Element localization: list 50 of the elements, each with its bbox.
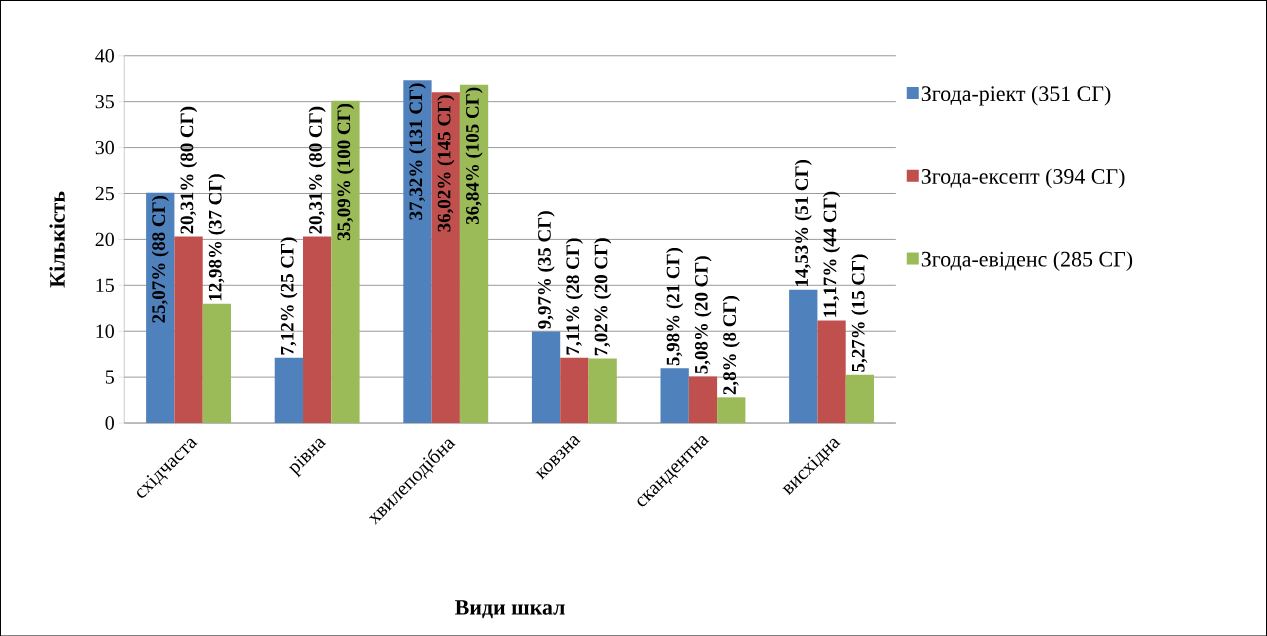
legend-label: Згода-ріект (351 СГ) [921, 85, 1111, 106]
data-label: 20,31% (80 СГ) [179, 106, 198, 234]
bar [845, 374, 874, 423]
data-label: 35,09% (100 СГ) [336, 103, 355, 240]
data-label: 37,32% (131 СГ) [408, 83, 427, 220]
data-label: 36,84% (105 СГ) [465, 87, 483, 224]
data-label: 5,08% (20 СГ) [694, 255, 712, 374]
data-label: 20,31% (80 СГ) [308, 106, 326, 234]
y-tick-label: 10 [96, 324, 114, 338]
bar [588, 358, 617, 423]
y-tick-label: 15 [96, 278, 114, 292]
data-label: 9,97% (35 СГ) [537, 211, 555, 329]
y-tick-label: 25 [95, 186, 114, 200]
bar [146, 192, 175, 423]
bar [531, 331, 561, 423]
bar [660, 367, 689, 423]
data-label: 36,02% (145 СГ) [437, 95, 455, 232]
y-tick-label: 30 [95, 140, 114, 155]
data-label: 5,27% (15 СГ) [851, 254, 869, 372]
bar [303, 236, 332, 423]
bar [717, 397, 746, 423]
bar [202, 303, 231, 423]
bar [817, 320, 846, 423]
y-axis-title: Кількість [49, 191, 65, 288]
data-label: 7,12% (25 СГ) [280, 237, 298, 355]
data-label: 12,98% (37 СГ) [208, 173, 226, 300]
legend-label: Згода-ексепт (394 СГ) [921, 168, 1125, 189]
bar [174, 236, 203, 423]
bar [403, 80, 432, 423]
legend-label: Згода-евіденс (285 СГ) [921, 250, 1133, 271]
data-label: 11,17% (44 СГ) [822, 191, 841, 317]
bar [459, 84, 489, 423]
bar [431, 92, 460, 423]
bar [789, 289, 818, 423]
data-label: 7,02% (20 СГ) [594, 238, 612, 356]
data-label: 7,11% (28 СГ) [565, 238, 583, 355]
bar [274, 357, 304, 423]
data-label: 2,8% (8 СГ) [722, 295, 740, 395]
y-tick-label: 5 [105, 370, 114, 384]
y-tick-label: 35 [95, 94, 114, 109]
bar [331, 100, 360, 423]
bar [560, 357, 589, 423]
y-tick-label: 40 [95, 48, 114, 63]
y-tick-label: 20 [95, 232, 114, 246]
bar [688, 376, 718, 423]
data-label: 25,07% (88 СГ) [151, 195, 169, 323]
data-label: 14,53% (51 СГ) [794, 159, 812, 286]
y-tick-label: 0 [105, 416, 114, 430]
x-axis-title: Види шкал [455, 599, 565, 619]
data-label: 5,98% (21 СГ) [666, 247, 684, 365]
